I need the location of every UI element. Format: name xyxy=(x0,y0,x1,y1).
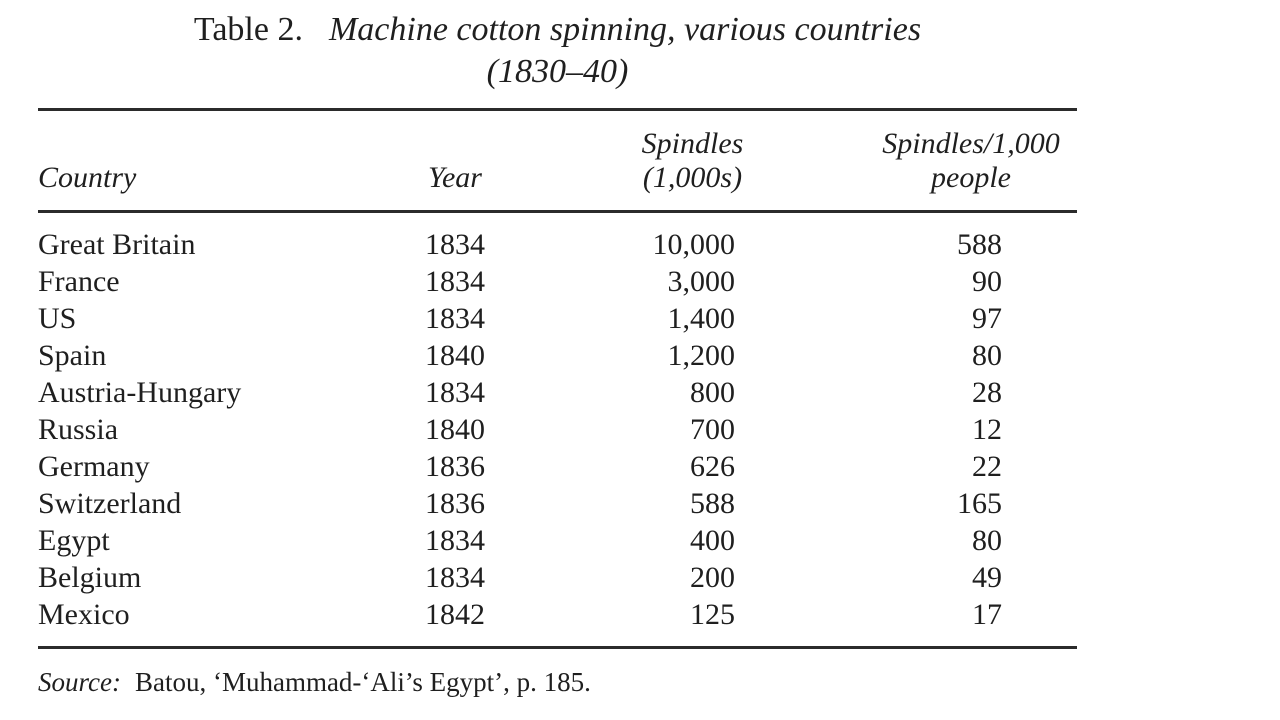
cell-spindles: 400 xyxy=(690,524,735,557)
cell-country: US xyxy=(38,302,77,335)
col-header-spindles-line2: (1,000s) xyxy=(642,161,743,194)
cell-country: Egypt xyxy=(38,524,110,557)
table-row: Russia 1840 700 12 xyxy=(38,411,1077,448)
cell-country: Switzerland xyxy=(38,487,182,520)
cell-year: 1834 xyxy=(425,376,485,409)
cell-per-capita: 588 xyxy=(957,228,1002,261)
cell-per-capita: 90 xyxy=(972,265,1002,298)
cell-country: France xyxy=(38,265,120,298)
col-header-year: Year xyxy=(428,161,482,194)
cell-year: 1834 xyxy=(425,265,485,298)
cell-country: Spain xyxy=(38,339,107,372)
table-caption: Table 2. Machine cotton spinning, various… xyxy=(38,6,1077,52)
cell-per-capita: 22 xyxy=(972,450,1002,483)
cell-year: 1834 xyxy=(425,561,485,594)
cell-spindles: 626 xyxy=(690,450,735,483)
cell-country: Austria-Hungary xyxy=(38,376,242,409)
table-row: US 1834 1,400 97 xyxy=(38,300,1077,337)
table-row: Austria-Hungary 1834 800 28 xyxy=(38,374,1077,411)
cell-spindles: 200 xyxy=(690,561,735,594)
col-header-per-capita-line2: people xyxy=(931,161,1011,194)
table-row: Switzerland 1836 588 165 xyxy=(38,485,1077,522)
table-row: Spain 1840 1,200 80 xyxy=(38,337,1077,374)
cell-per-capita: 49 xyxy=(972,561,1002,594)
cell-spindles: 3,000 xyxy=(667,265,736,298)
table-figure: Table 2. Machine cotton spinning, various… xyxy=(38,6,1077,698)
cell-year: 1840 xyxy=(425,339,485,372)
cell-spindles: 700 xyxy=(690,413,735,446)
table-row: Great Britain 1834 10,000 588 xyxy=(38,212,1077,264)
cell-per-capita: 80 xyxy=(972,339,1002,372)
cell-per-capita: 28 xyxy=(972,376,1002,409)
cell-spindles: 588 xyxy=(690,487,735,520)
cell-per-capita: 80 xyxy=(972,524,1002,557)
header-row: Country Year Spindles (1,000s) Spindles/… xyxy=(38,110,1077,212)
cell-year: 1840 xyxy=(425,413,485,446)
col-header-spindles: Spindles (1,000s) xyxy=(520,110,865,212)
cell-year: 1842 xyxy=(425,598,485,631)
cell-spindles: 125 xyxy=(690,598,735,631)
table-body: Great Britain 1834 10,000 588 France 183… xyxy=(38,212,1077,648)
cell-country: Great Britain xyxy=(38,228,196,261)
table-title-date-range: (1830–40) xyxy=(486,53,629,90)
cell-spindles: 800 xyxy=(690,376,735,409)
cell-spindles: 1,400 xyxy=(667,302,736,335)
table-number-label: Table 2. xyxy=(193,11,303,48)
cell-country: Russia xyxy=(38,413,119,446)
col-header-per-capita-line1: Spindles/1,000 xyxy=(882,127,1060,160)
cell-spindles: 10,000 xyxy=(652,228,736,261)
source-citation: Batou, ‘Muhammad-‘Ali’s Egypt’, p. 185. xyxy=(134,667,591,697)
cell-country: Belgium xyxy=(38,561,142,594)
table-row: Egypt 1834 400 80 xyxy=(38,522,1077,559)
table-row: Germany 1836 626 22 xyxy=(38,448,1077,485)
cell-year: 1836 xyxy=(425,450,485,483)
table-title: Machine cotton spinning, various countri… xyxy=(328,11,922,48)
cell-country: Germany xyxy=(38,450,150,483)
table-row: Mexico 1842 125 17 xyxy=(38,596,1077,648)
cell-year: 1836 xyxy=(425,487,485,520)
col-header-country: Country xyxy=(38,161,137,194)
table-row: Belgium 1834 200 49 xyxy=(38,559,1077,596)
table-header: Country Year Spindles (1,000s) Spindles/… xyxy=(38,110,1077,212)
source-label: Source: xyxy=(38,667,121,697)
cell-spindles: 1,200 xyxy=(667,339,736,372)
cell-per-capita: 17 xyxy=(972,598,1002,631)
source-note: Source: Batou, ‘Muhammad-‘Ali’s Egypt’, p… xyxy=(38,666,1077,698)
data-table: Country Year Spindles (1,000s) Spindles/… xyxy=(38,108,1077,649)
cell-country: Mexico xyxy=(38,598,130,631)
cell-year: 1834 xyxy=(425,302,485,335)
table-row: France 1834 3,000 90 xyxy=(38,263,1077,300)
cell-per-capita: 165 xyxy=(957,487,1002,520)
col-header-spindles-per-capita: Spindles/1,000 people xyxy=(865,110,1077,212)
cell-year: 1834 xyxy=(425,524,485,557)
cell-per-capita: 12 xyxy=(972,413,1002,446)
cell-per-capita: 97 xyxy=(972,302,1002,335)
cell-year: 1834 xyxy=(425,228,485,261)
col-header-spindles-line1: Spindles xyxy=(641,127,744,160)
